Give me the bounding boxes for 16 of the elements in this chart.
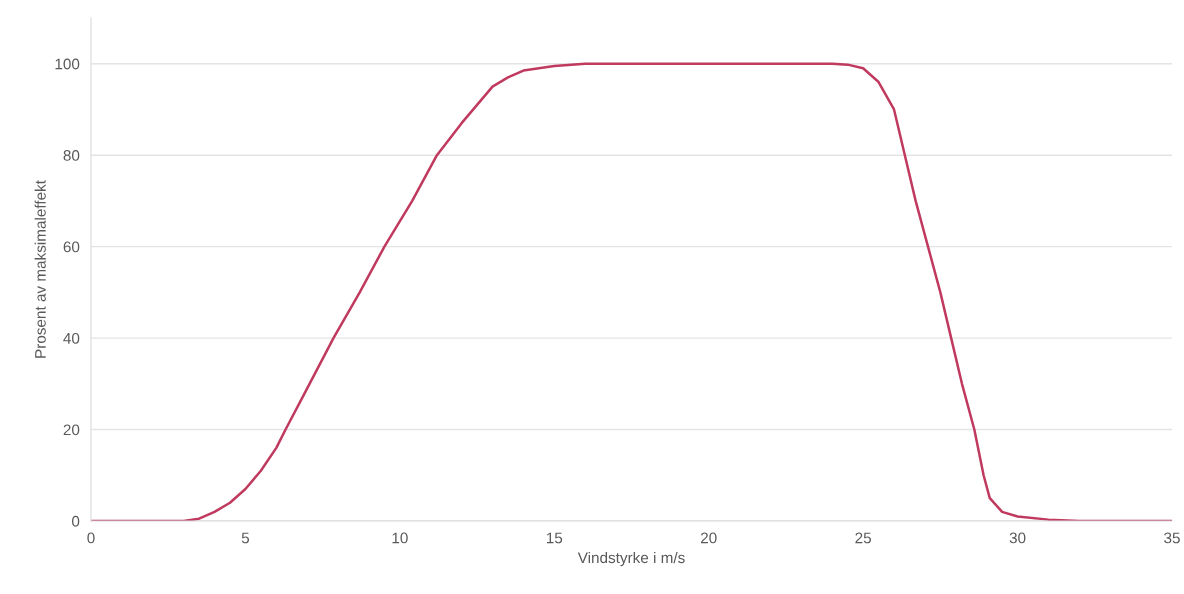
x-tick-label: 20	[700, 532, 717, 544]
x-tick-label: 35	[1164, 532, 1180, 544]
x-axis-title: Vindstyrke i m/s	[577, 551, 685, 567]
x-tick-label: 30	[1009, 532, 1026, 544]
y-axis-title: Prosent av maksimaleffekt	[34, 180, 46, 358]
x-tick-label: 25	[855, 532, 871, 544]
x-tick-label: 10	[392, 532, 408, 544]
x-tick-label: 5	[241, 532, 250, 544]
x-tick-label: 0	[87, 532, 95, 544]
y-tick-label: 40	[63, 332, 80, 344]
x-tick-label: 15	[546, 532, 563, 544]
y-tick-label: 100	[55, 58, 80, 70]
y-tick-label: 80	[63, 150, 80, 161]
y-tick-label: 0	[71, 515, 80, 527]
y-tick-label: 60	[63, 241, 80, 253]
y-tick-label: 20	[63, 424, 80, 436]
